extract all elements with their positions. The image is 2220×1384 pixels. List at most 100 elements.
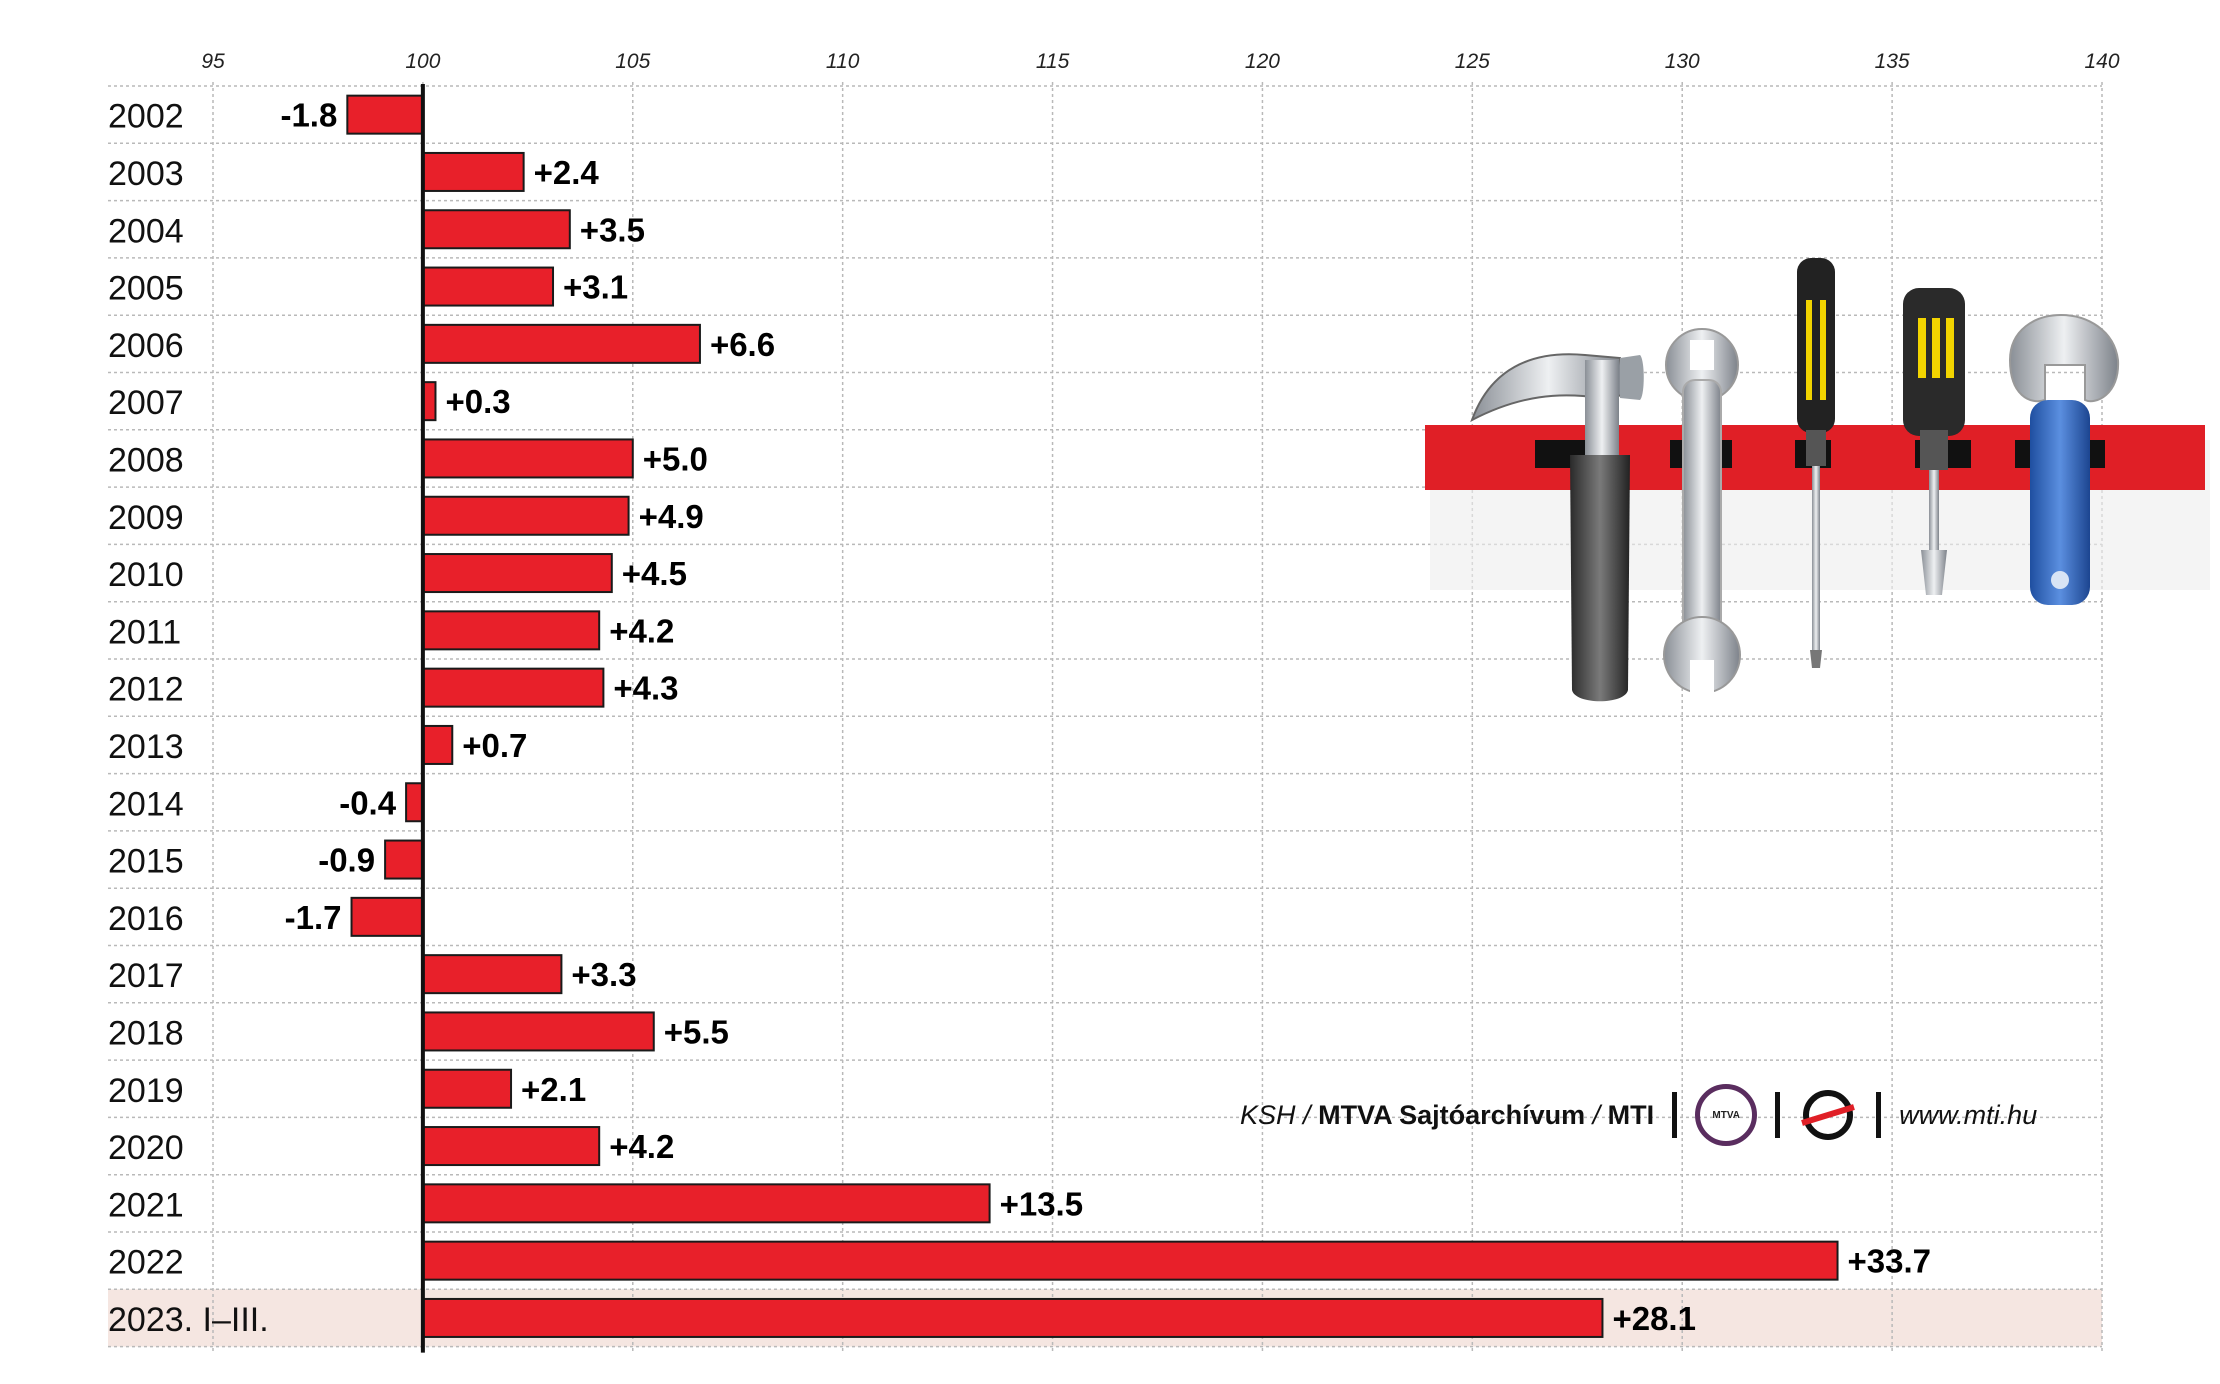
- bar: [421, 1297, 1604, 1338]
- data-labels: -1.8 +2.4 +3.5 +3.1 +6.6 +0.3 +5.0 +4.9 +4.5 +4.2…: [280, 97, 1931, 1337]
- data-label: +4.5: [622, 555, 687, 592]
- category-label: 2005: [108, 270, 184, 308]
- category-label: 2017: [108, 957, 184, 995]
- data-label: +13.5: [1000, 1185, 1084, 1222]
- data-label: +28.1: [1612, 1300, 1696, 1337]
- data-label: +33.7: [1848, 1243, 1932, 1280]
- source-ksh: KSH: [1240, 1099, 1296, 1130]
- adjustable-wrench-icon: [2008, 314, 2120, 605]
- mti-logo-icon: [1801, 1090, 1856, 1140]
- category-label: 2008: [108, 441, 184, 479]
- data-label: +3.5: [580, 211, 645, 248]
- category-label: 2014: [108, 785, 184, 823]
- data-label: +4.2: [609, 1128, 674, 1165]
- hammer-icon: [1470, 353, 1644, 702]
- bars: [346, 94, 1839, 1338]
- category-label: 2013: [108, 728, 184, 766]
- data-label: -0.4: [339, 784, 397, 821]
- x-tick-label: 130: [1665, 50, 1700, 73]
- bar: [421, 1126, 601, 1167]
- bar: [421, 266, 555, 307]
- bar: [421, 209, 571, 250]
- source-agency: MTVA Sajtóarchívum: [1318, 1099, 1586, 1130]
- x-tick-label: 120: [1245, 50, 1280, 73]
- bar: [350, 896, 424, 937]
- x-tick-labels: 95 100 105 110 115 120 125 130 135 140: [201, 50, 2120, 73]
- category-label: 2003: [108, 155, 184, 193]
- data-label: -0.9: [318, 842, 375, 879]
- wrench-icon: [1663, 328, 1741, 700]
- category-label: 2021: [108, 1186, 184, 1224]
- bar: [421, 954, 563, 995]
- category-label: 2020: [108, 1129, 184, 1167]
- data-label: +3.3: [571, 956, 636, 993]
- mtva-logo-icon: MTVA: [1695, 1084, 1758, 1146]
- screwdriver-icon: [1797, 258, 1835, 668]
- data-label: +5.0: [643, 440, 708, 477]
- category-label: 2016: [108, 900, 184, 938]
- category-label: 2010: [108, 556, 184, 594]
- category-label: 2004: [108, 212, 184, 250]
- credit-slash: /: [1303, 1099, 1311, 1130]
- credit-slash: /: [1592, 1099, 1601, 1130]
- source-text: KSH / MTVA Sajtóarchívum / MTI: [1240, 1100, 1654, 1131]
- category-label: 2006: [108, 327, 184, 365]
- data-label: +2.4: [534, 154, 600, 191]
- data-label: +4.9: [639, 498, 704, 535]
- x-tick-label: 110: [826, 50, 860, 73]
- x-tick-label: 125: [1455, 50, 1490, 73]
- data-label: -1.7: [285, 899, 342, 936]
- category-label: 2011: [108, 613, 181, 651]
- bar: [421, 323, 701, 364]
- bar: [421, 1068, 513, 1109]
- bar: [421, 151, 525, 192]
- bar: [421, 438, 634, 479]
- data-label: +6.6: [710, 326, 775, 363]
- data-label: +3.1: [563, 269, 628, 306]
- category-label: 2012: [108, 671, 184, 709]
- bar: [346, 94, 424, 135]
- bar: [421, 724, 454, 765]
- category-label: 2022: [108, 1244, 184, 1282]
- x-tick-label: 115: [1036, 50, 1070, 73]
- bar: [421, 1183, 991, 1224]
- data-label: +0.3: [445, 383, 510, 420]
- data-label: +0.7: [462, 727, 527, 764]
- category-label: 2019: [108, 1072, 184, 1110]
- gridlines: [108, 82, 2103, 1353]
- bar: [421, 495, 630, 536]
- data-label: -1.8: [280, 97, 337, 134]
- category-label: 2002: [108, 98, 184, 136]
- category-labels: 2002 2003 2004 2005 2006 2007 2008 2009 2010 2011…: [108, 98, 269, 1339]
- x-tick-label: 135: [1875, 50, 1910, 73]
- x-tick-label: 140: [2084, 50, 2119, 73]
- bar: [405, 782, 424, 823]
- mti-url[interactable]: www.mti.hu: [1899, 1099, 2038, 1130]
- bar: [384, 839, 424, 880]
- source-credit: KSH / MTVA Sajtóarchívum / MTI MTVA www.…: [1240, 1080, 2037, 1150]
- category-label: 2023. I–III.: [108, 1301, 269, 1339]
- x-tick-label: 100: [405, 50, 440, 73]
- bar: [421, 667, 605, 708]
- data-label: +4.2: [609, 612, 674, 649]
- x-tick-label: 95: [201, 50, 225, 73]
- source-mti: MTI: [1607, 1099, 1655, 1130]
- credit-divider: [1876, 1092, 1882, 1138]
- tool-rack-illustration: [1425, 258, 2210, 702]
- bar: [421, 610, 601, 651]
- credit-divider: [1672, 1092, 1678, 1138]
- category-label: 2015: [108, 843, 184, 881]
- credit-divider: [1775, 1092, 1781, 1138]
- bar: [421, 1240, 1839, 1281]
- category-label: 2018: [108, 1014, 184, 1052]
- category-label: 2007: [108, 384, 184, 422]
- data-label: +5.5: [664, 1013, 729, 1050]
- category-label: 2009: [108, 499, 184, 537]
- data-label: +4.3: [613, 670, 678, 707]
- x-tick-label: 105: [615, 50, 650, 73]
- bar: [421, 1011, 655, 1052]
- data-label: +2.1: [521, 1071, 586, 1108]
- screwdriver-icon: [1903, 288, 1965, 595]
- bar: [421, 553, 613, 594]
